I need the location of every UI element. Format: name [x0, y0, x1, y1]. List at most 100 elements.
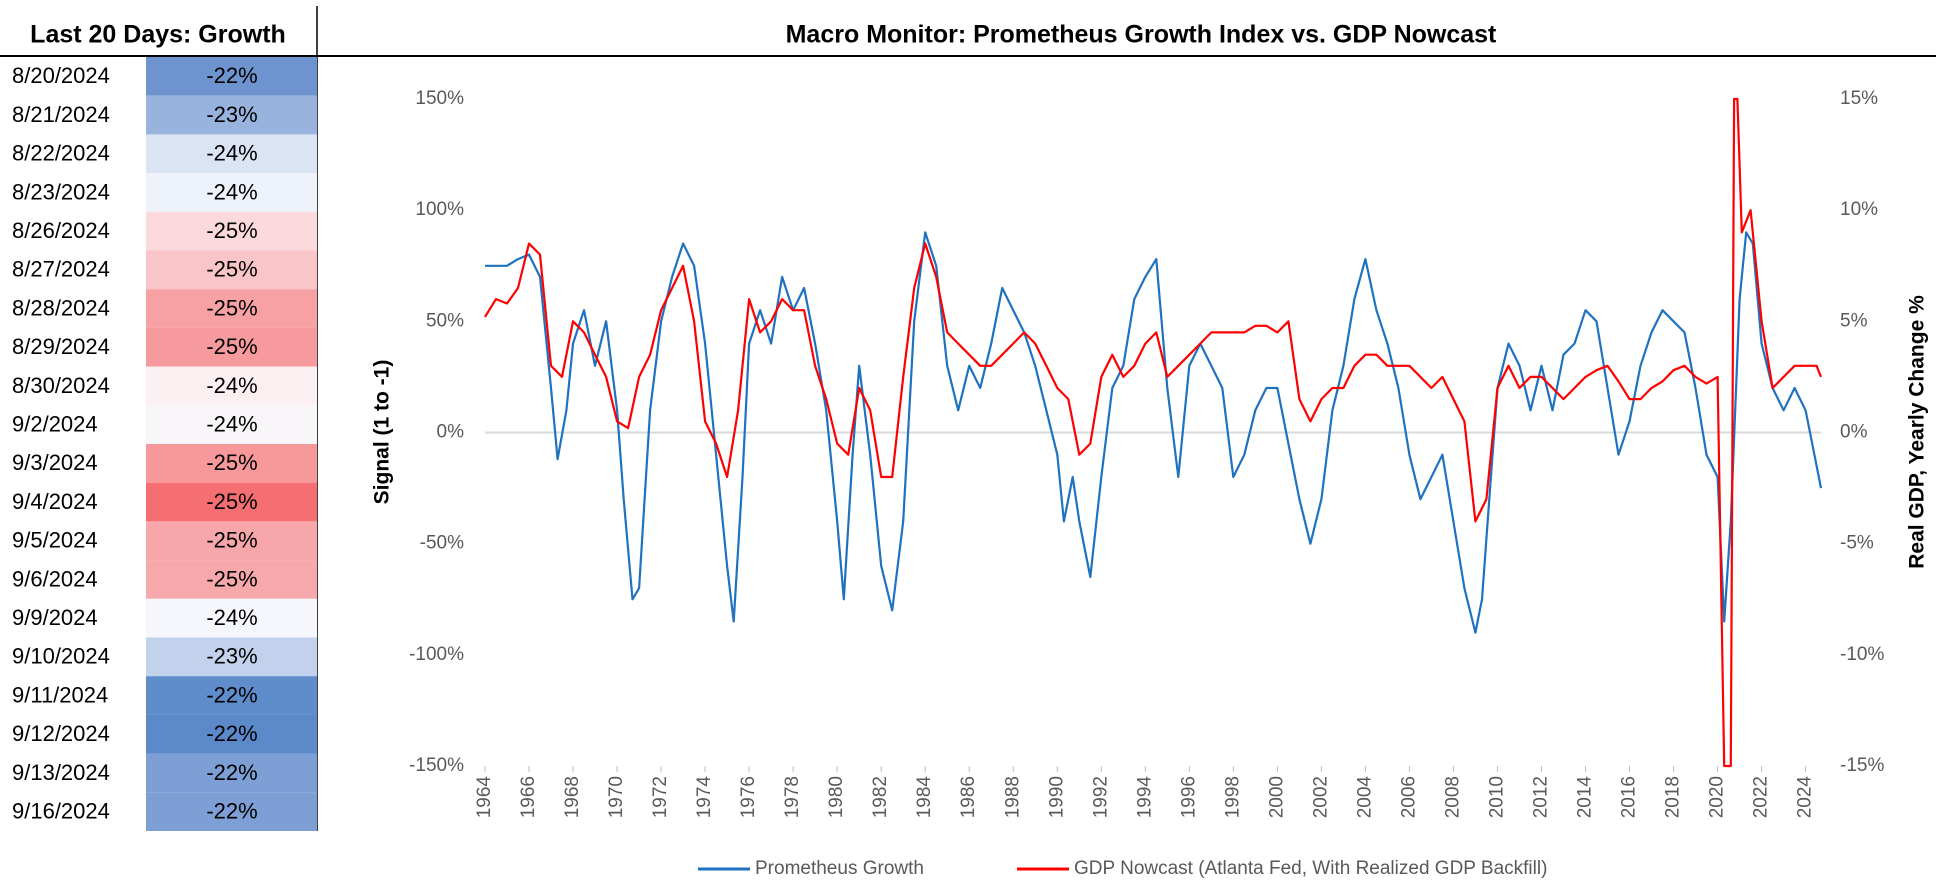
value-cell	[146, 289, 317, 328]
chart-title: Macro Monitor: Prometheus Growth Index v…	[786, 21, 1497, 49]
x-tick-label: 2006	[1398, 776, 1419, 818]
value-text: -24%	[206, 411, 257, 436]
x-tick-label: 1986	[958, 776, 979, 818]
x-tick-label: 2012	[1530, 776, 1551, 818]
y2-tick-label: -5%	[1840, 533, 1874, 554]
date-cell: 8/27/2024	[12, 257, 110, 282]
x-tick-label: 1968	[562, 776, 583, 818]
value-text: -24%	[206, 605, 257, 630]
value-cell	[146, 714, 317, 754]
y-tick-label: -50%	[420, 533, 464, 554]
x-tick-label: 2002	[1310, 776, 1331, 818]
value-text: -22%	[206, 721, 257, 746]
y2-tick-label: 15%	[1840, 88, 1878, 109]
x-tick-label: 1996	[1178, 776, 1199, 818]
value-text: -25%	[206, 450, 257, 475]
date-cell: 9/9/2024	[12, 605, 98, 630]
value-text: -25%	[206, 257, 257, 282]
value-cell	[146, 598, 317, 638]
value-text: -22%	[206, 682, 257, 707]
value-cell	[146, 250, 317, 290]
value-text: -22%	[206, 63, 257, 88]
date-cell: 9/12/2024	[12, 721, 110, 746]
value-text: -24%	[206, 141, 257, 166]
value-cell	[146, 211, 317, 251]
value-text: -24%	[206, 179, 257, 204]
x-tick-label: 2024	[1795, 776, 1816, 819]
date-cell: 8/30/2024	[12, 373, 110, 398]
date-cell: 9/13/2024	[12, 760, 110, 785]
value-text: -25%	[206, 334, 257, 359]
value-cell	[146, 676, 317, 715]
value-cell	[146, 560, 317, 599]
y-tick-label: -100%	[409, 644, 464, 665]
value-text: -23%	[206, 102, 257, 127]
value-text: -25%	[206, 566, 257, 591]
x-tick-label: 2020	[1707, 776, 1728, 818]
x-tick-label: 2004	[1354, 776, 1375, 819]
date-cell: 8/26/2024	[12, 218, 110, 243]
y2-tick-label: -10%	[1840, 644, 1884, 665]
x-tick-label: 1988	[1002, 776, 1023, 818]
y2-tick-label: -15%	[1840, 755, 1884, 776]
value-text: -25%	[206, 489, 257, 514]
value-cell	[146, 405, 317, 444]
date-cell: 9/4/2024	[12, 489, 98, 514]
x-tick-label: 1994	[1134, 776, 1155, 819]
x-tick-label: 1974	[694, 776, 715, 819]
value-text: -25%	[206, 218, 257, 243]
x-tick-label: 1964	[474, 776, 495, 819]
date-cell: 9/11/2024	[12, 682, 108, 707]
date-cell: 9/6/2024	[12, 566, 98, 591]
x-tick-label: 1990	[1046, 776, 1067, 818]
legend-label: GDP Nowcast (Atlanta Fed, With Realized …	[1074, 858, 1547, 879]
x-tick-label: 1966	[518, 776, 539, 818]
x-tick-label: 1978	[782, 776, 803, 818]
y2-tick-label: 10%	[1840, 199, 1878, 220]
y2-tick-label: 0%	[1840, 422, 1868, 443]
value-text: -25%	[206, 528, 257, 553]
x-tick-label: 2016	[1619, 776, 1640, 818]
date-cell: 9/16/2024	[12, 798, 110, 823]
x-tick-label: 1982	[870, 776, 891, 818]
date-cell: 8/22/2024	[12, 141, 110, 166]
y-axis-title: Signal (1 to -1)	[371, 360, 394, 505]
y2-tick-label: 5%	[1840, 310, 1868, 331]
value-cell	[146, 366, 317, 406]
x-tick-label: 2008	[1442, 776, 1463, 818]
x-tick-label: 1998	[1222, 776, 1243, 818]
x-tick-label: 1976	[738, 776, 759, 818]
value-cell	[146, 95, 317, 135]
date-cell: 8/29/2024	[12, 334, 110, 359]
y-tick-label: -150%	[409, 755, 464, 776]
x-tick-label: 1980	[826, 776, 847, 818]
date-cell: 9/2/2024	[12, 411, 98, 436]
value-text: -22%	[206, 798, 257, 823]
x-tick-label: 2014	[1575, 776, 1596, 819]
value-text: -22%	[206, 760, 257, 785]
date-cell: 8/23/2024	[12, 179, 110, 204]
x-tick-label: 2000	[1266, 776, 1287, 818]
x-tick-label: 1984	[914, 776, 935, 819]
y-tick-label: 0%	[437, 422, 465, 443]
y-tick-label: 150%	[415, 88, 464, 109]
series-line	[485, 231, 1823, 634]
date-cell: 9/5/2024	[12, 528, 98, 553]
x-tick-label: 2018	[1663, 776, 1684, 818]
value-cell	[146, 753, 317, 793]
x-tick-label: 1992	[1090, 776, 1111, 818]
value-cell	[146, 482, 317, 522]
value-text: -25%	[206, 295, 257, 320]
value-text: -23%	[206, 644, 257, 669]
y-tick-label: 50%	[426, 310, 464, 331]
value-text: -24%	[206, 373, 257, 398]
x-tick-label: 2010	[1486, 776, 1507, 818]
series-line	[484, 97, 1823, 768]
value-cell	[146, 444, 317, 483]
date-cell: 8/20/2024	[12, 63, 110, 88]
value-cell	[146, 521, 317, 561]
date-cell: 8/28/2024	[12, 295, 110, 320]
date-cell: 9/3/2024	[12, 450, 98, 475]
